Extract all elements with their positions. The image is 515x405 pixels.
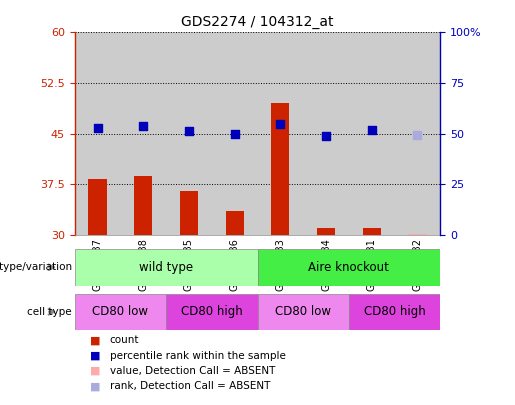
Point (414, 131, 422, 138)
Text: wild type: wild type (139, 261, 193, 274)
Bar (180, 191, 198, 235)
Bar (75, 32, 121, 235)
Bar (89, 179, 107, 235)
Text: rank, Detection Call = ABSENT: rank, Detection Call = ABSENT (110, 382, 270, 391)
Text: ■: ■ (90, 351, 100, 360)
Text: percentile rank within the sample: percentile rank within the sample (110, 351, 286, 360)
Text: CD80 low: CD80 low (275, 305, 331, 318)
Bar (258, 294, 349, 330)
Bar (258, 249, 440, 286)
Title: GDS2274 / 104312_at: GDS2274 / 104312_at (181, 15, 334, 29)
Text: ■: ■ (90, 366, 100, 376)
Point (93, 124, 101, 131)
Point (185, 127, 193, 134)
Text: count: count (110, 335, 139, 345)
Bar (271, 103, 289, 235)
Text: CD80 high: CD80 high (181, 305, 243, 318)
Text: CD80 high: CD80 high (364, 305, 425, 318)
Point (276, 120, 284, 127)
Bar (134, 175, 152, 235)
Text: ■: ■ (90, 335, 100, 345)
Bar (166, 32, 212, 235)
Text: value, Detection Call = ABSENT: value, Detection Call = ABSENT (110, 366, 275, 376)
Bar (363, 228, 381, 235)
Bar (258, 32, 303, 235)
Text: CD80 low: CD80 low (92, 305, 148, 318)
Point (322, 132, 330, 139)
Bar (212, 32, 258, 235)
Bar (75, 249, 258, 286)
Text: Aire knockout: Aire knockout (308, 261, 389, 274)
Bar (303, 32, 349, 235)
Text: cell type: cell type (27, 307, 72, 317)
Bar (349, 294, 440, 330)
Point (231, 130, 239, 137)
Bar (394, 32, 440, 235)
Text: ■: ■ (90, 382, 100, 391)
Bar (317, 228, 335, 235)
Bar (226, 211, 244, 235)
Bar (121, 32, 166, 235)
Point (368, 126, 376, 133)
Bar (75, 294, 166, 330)
Text: genotype/variation: genotype/variation (0, 262, 72, 272)
Bar (166, 294, 258, 330)
Bar (408, 234, 426, 235)
Bar (349, 32, 394, 235)
Point (139, 122, 147, 129)
